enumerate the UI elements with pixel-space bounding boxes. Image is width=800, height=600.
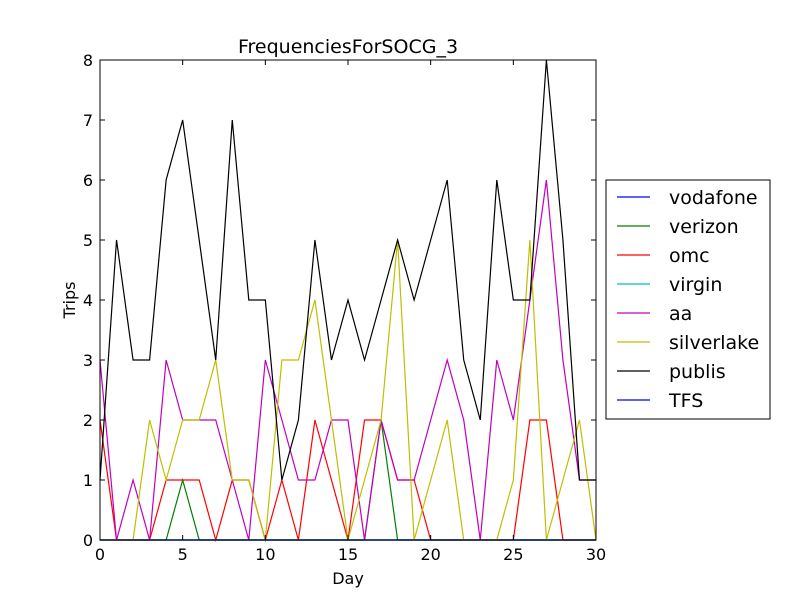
x-tick-label: 30	[586, 545, 606, 564]
legend-box	[605, 179, 771, 420]
legend-label-vodafone: vodafone	[669, 187, 758, 209]
x-tick-label: 20	[420, 545, 440, 564]
y-tick-label: 4	[83, 291, 93, 310]
x-axis-label: Day	[332, 569, 364, 588]
y-tick-label: 0	[83, 531, 93, 550]
legend-label-tfs: TFS	[668, 390, 703, 412]
legend-label-omc: omc	[669, 245, 710, 267]
x-tick-label: 5	[178, 545, 188, 564]
x-tick-label: 0	[95, 545, 105, 564]
y-tick-label: 5	[83, 231, 93, 250]
y-tick-label: 2	[83, 411, 93, 430]
y-tick-label: 8	[83, 51, 93, 70]
chart-title: FrequenciesForSOCG_3	[238, 36, 458, 58]
y-tick-label: 7	[83, 111, 93, 130]
y-tick-label: 3	[83, 351, 93, 370]
x-tick-label: 25	[503, 545, 523, 564]
x-tick-label: 15	[338, 545, 358, 564]
legend-label-aa: aa	[669, 303, 692, 325]
y-axis-label: Trips	[60, 282, 79, 320]
legend-label-silverlake: silverlake	[669, 332, 759, 354]
y-tick-label: 6	[83, 171, 93, 190]
y-axis-ticks: 0 1 2 3 4 5 6 7 8	[83, 51, 596, 550]
legend-label-virgin: virgin	[669, 274, 722, 296]
series-line-publis	[99, 59, 596, 481]
legend: vodafone verizon omc virgin aa silverlake publ…	[605, 179, 771, 420]
legend-label-publis: publis	[669, 361, 726, 383]
x-axis-ticks: 0 5 10 15 20 25 30	[95, 60, 606, 564]
x-tick-label: 10	[255, 545, 275, 564]
y-tick-label: 1	[83, 471, 93, 490]
legend-label-verizon: verizon	[669, 216, 739, 238]
